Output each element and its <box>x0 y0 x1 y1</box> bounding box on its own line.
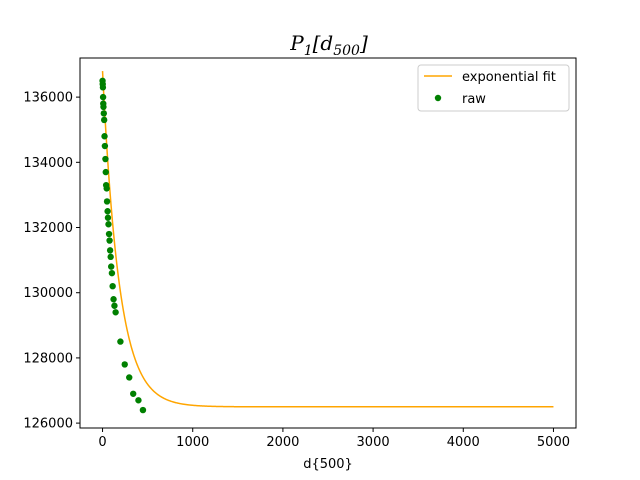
raw-point <box>130 390 137 397</box>
raw-point <box>121 361 128 368</box>
raw-point <box>104 214 112 221</box>
y-tick-label: 134000 <box>23 156 73 171</box>
raw-point <box>135 397 142 404</box>
raw-point <box>100 116 108 124</box>
x-axis-label: d{500} <box>303 457 353 472</box>
raw-point <box>101 142 109 150</box>
title-inner-sub: 500 <box>333 43 360 59</box>
x-tick-label: 3000 <box>357 435 390 450</box>
exponential-fit-line <box>101 71 554 408</box>
x-tick-label: 1000 <box>176 435 209 450</box>
raw-point <box>109 282 116 290</box>
raw-point <box>108 263 115 270</box>
raw-point <box>108 269 116 277</box>
raw-point <box>106 247 114 254</box>
title-sub: 1 <box>304 43 313 59</box>
raw-point <box>126 374 133 381</box>
y-tick-label: 126000 <box>23 417 73 432</box>
x-tick-label: 0 <box>98 435 106 450</box>
raw-point <box>106 237 113 244</box>
legend-fit-label: exponential fit <box>462 70 556 85</box>
title-close: ] <box>359 31 368 55</box>
raw-point <box>139 406 147 414</box>
title-main: P <box>289 31 304 55</box>
legend-box <box>417 64 570 112</box>
chart-title: P1[d500] <box>289 31 368 59</box>
x-tick-label: 2000 <box>266 435 299 450</box>
y-axis: 126000 128000 130000 132000 134000 136000 <box>23 91 80 432</box>
x-tick-label: 4000 <box>447 435 480 450</box>
raw-point <box>105 230 113 238</box>
raw-point <box>102 155 109 163</box>
raw-point <box>102 168 109 176</box>
raw-point <box>103 198 111 205</box>
x-axis: 0 1000 2000 3000 4000 5000 <box>98 428 570 450</box>
raw-point <box>110 296 117 303</box>
y-tick-label: 132000 <box>23 221 73 236</box>
y-tick-label: 136000 <box>23 91 73 106</box>
raw-point <box>101 133 108 140</box>
y-tick-label: 128000 <box>23 351 73 366</box>
raw-point <box>99 84 107 91</box>
raw-point <box>103 185 110 192</box>
raw-point <box>107 253 114 261</box>
plot-area <box>99 71 554 414</box>
raw-point <box>117 338 124 345</box>
y-tick-label: 130000 <box>23 286 73 301</box>
plot-frame <box>79 57 577 429</box>
title-open: [d <box>313 31 334 55</box>
raw-point <box>105 221 112 228</box>
x-tick-label: 5000 <box>537 435 570 450</box>
raw-point <box>100 103 107 111</box>
raw-point <box>100 110 108 117</box>
raw-point <box>111 302 118 309</box>
legend-raw-label: raw <box>462 92 486 107</box>
legend: exponential fit raw <box>417 64 570 112</box>
legend-raw-swatch <box>434 94 442 102</box>
raw-point <box>99 93 107 101</box>
raw-point <box>112 309 119 316</box>
raw-point <box>104 208 111 215</box>
